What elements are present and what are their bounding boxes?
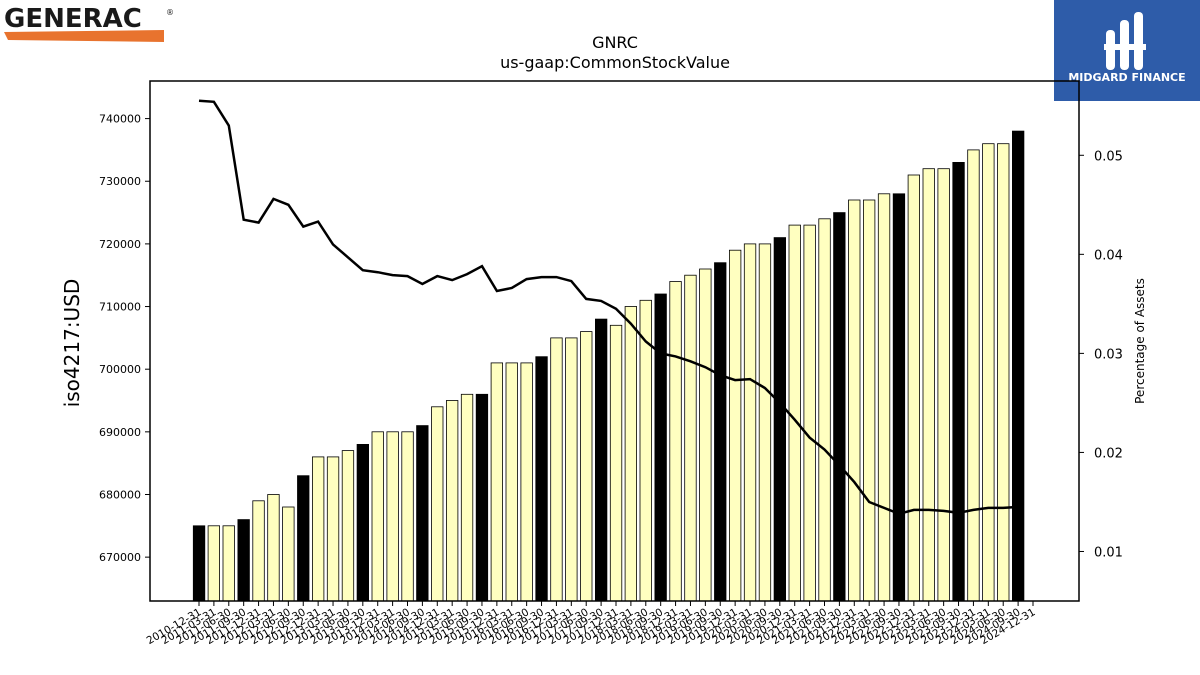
bar bbox=[371, 431, 384, 602]
bar bbox=[818, 218, 831, 602]
bar bbox=[520, 362, 533, 602]
bar bbox=[445, 400, 459, 602]
bar bbox=[1012, 130, 1025, 602]
bar bbox=[669, 281, 682, 602]
bar bbox=[803, 224, 816, 602]
bar bbox=[595, 318, 608, 602]
bar bbox=[967, 149, 980, 602]
y2-axis-label: Percentage of Assets bbox=[1133, 278, 1147, 404]
generac-logo: GENERAC ® bbox=[4, 4, 174, 44]
bar bbox=[833, 212, 846, 602]
bar bbox=[877, 193, 891, 602]
y2-tick-label: 0.03 bbox=[1094, 347, 1123, 362]
bar bbox=[311, 456, 325, 602]
line-series bbox=[198, 99, 1019, 516]
bar bbox=[922, 168, 935, 602]
bar bbox=[237, 519, 250, 602]
bar bbox=[386, 431, 399, 602]
bar bbox=[192, 525, 206, 602]
y2-tick-label: 0.05 bbox=[1094, 149, 1123, 164]
bar bbox=[952, 161, 965, 602]
midgard-emblem-icon bbox=[1104, 12, 1146, 70]
y-tick-label: 690000 bbox=[99, 426, 141, 439]
bar bbox=[416, 425, 429, 602]
bar bbox=[743, 243, 757, 602]
bar bbox=[460, 393, 474, 602]
bar bbox=[773, 237, 786, 602]
bar bbox=[356, 443, 370, 602]
bar bbox=[505, 362, 518, 602]
chart-title: GNRC bbox=[592, 33, 638, 52]
bar bbox=[297, 475, 310, 602]
bar bbox=[654, 293, 667, 602]
bar bbox=[609, 324, 623, 602]
midgard-finance-text: MIDGARD FINANCE bbox=[1068, 71, 1185, 84]
bar bbox=[431, 406, 444, 602]
bar bbox=[222, 525, 235, 602]
y2-tick-label: 0.01 bbox=[1094, 545, 1123, 560]
y-axis-ticks: 670000 680000 690000 700000 710000 720000 7300… bbox=[99, 113, 150, 564]
bar bbox=[535, 356, 548, 602]
bar bbox=[684, 274, 697, 602]
bar-series bbox=[192, 130, 1025, 602]
y2-axis-ticks: 0.01 0.02 0.03 0.04 0.05 bbox=[1079, 149, 1123, 560]
bar bbox=[550, 337, 563, 602]
y2-tick-label: 0.04 bbox=[1094, 248, 1123, 263]
y-tick-label: 730000 bbox=[99, 175, 141, 188]
percentage-of-assets-line bbox=[198, 99, 1019, 516]
x-axis-ticks: 2010-12-312011-03-312011-06-302011-09-30… bbox=[145, 601, 1038, 647]
bar bbox=[624, 306, 637, 602]
y-tick-label: 670000 bbox=[99, 551, 141, 564]
bar bbox=[997, 143, 1010, 602]
bar bbox=[907, 174, 920, 602]
bar bbox=[207, 525, 221, 602]
y-tick-label: 720000 bbox=[99, 238, 141, 251]
chart-subtitle: us-gaap:CommonStockValue bbox=[500, 53, 730, 72]
bar bbox=[490, 362, 504, 602]
bar bbox=[565, 337, 578, 602]
y-tick-label: 740000 bbox=[99, 113, 141, 126]
plot-frame bbox=[149, 80, 1080, 602]
bar bbox=[267, 494, 280, 602]
bar bbox=[729, 249, 742, 602]
bar bbox=[982, 143, 995, 602]
bar bbox=[699, 268, 712, 602]
bar bbox=[401, 431, 414, 602]
registered-mark: ® bbox=[166, 8, 174, 17]
generac-logo-stripe bbox=[4, 30, 164, 42]
y-tick-label: 700000 bbox=[99, 363, 141, 376]
bar bbox=[788, 224, 801, 602]
bar bbox=[580, 331, 593, 602]
bar bbox=[252, 500, 265, 602]
bar bbox=[892, 193, 906, 602]
bar bbox=[714, 262, 727, 602]
generac-logo-text: GENERAC bbox=[4, 4, 142, 34]
bar bbox=[937, 168, 950, 602]
bar bbox=[758, 243, 772, 602]
bar bbox=[848, 199, 861, 602]
bar bbox=[341, 450, 355, 602]
bar bbox=[326, 456, 340, 602]
y-axis-label: iso4217:USD bbox=[60, 279, 84, 408]
bar bbox=[475, 393, 489, 602]
y2-tick-label: 0.02 bbox=[1094, 446, 1123, 461]
y-tick-label: 710000 bbox=[99, 301, 141, 314]
bar bbox=[863, 199, 876, 602]
y-tick-label: 680000 bbox=[99, 488, 141, 501]
bar bbox=[282, 506, 295, 602]
